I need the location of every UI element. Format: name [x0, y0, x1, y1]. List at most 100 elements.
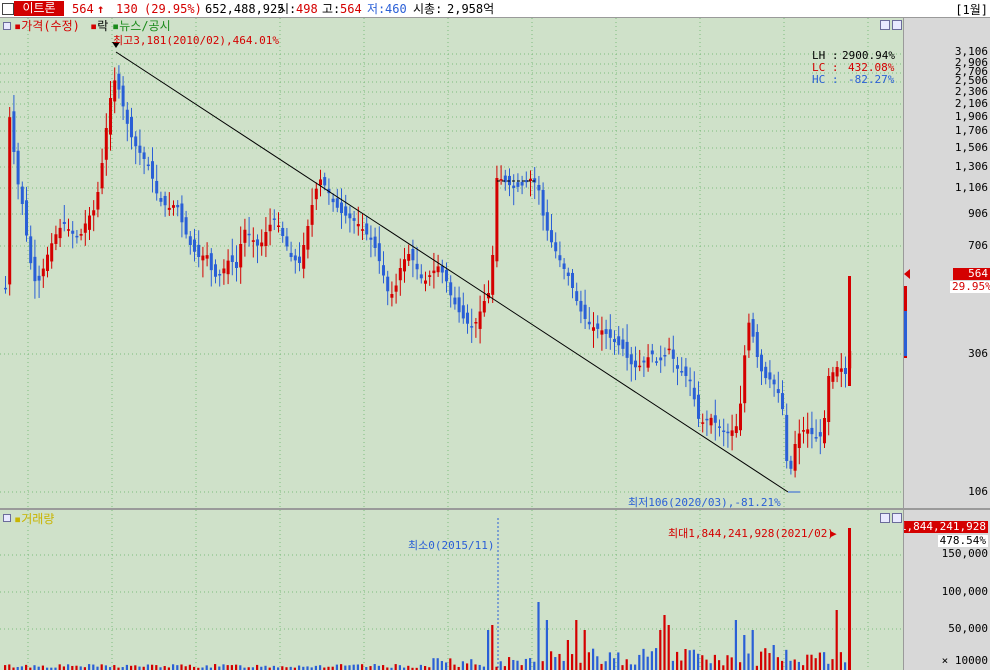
- candle-body: [256, 239, 259, 246]
- close-pane-icon[interactable]: [892, 20, 902, 30]
- candle-body: [197, 244, 201, 257]
- candle-body: [747, 322, 751, 351]
- candle-body: [848, 276, 851, 386]
- legend-rights[interactable]: ▪락: [90, 19, 109, 33]
- volume-bar: [319, 665, 322, 670]
- candle-body: [8, 117, 12, 285]
- candle-body: [625, 341, 629, 358]
- volume-bar: [638, 654, 641, 670]
- open-label: 시:: [278, 2, 297, 16]
- candle-body: [671, 349, 675, 359]
- mktcap-label: 시총:: [413, 2, 443, 16]
- candle-body: [424, 280, 427, 284]
- volume-bar: [688, 650, 691, 670]
- candle-body: [117, 73, 121, 90]
- volume-bar: [734, 620, 737, 670]
- volume-bar: [125, 664, 128, 670]
- candle-body: [600, 330, 604, 335]
- volume-bar: [680, 660, 683, 670]
- volume-bar: [46, 667, 49, 670]
- minimize-pane-icon[interactable]: [880, 513, 890, 523]
- price-axis[interactable]: 3,106 2,906 2,706 2,506 2,306 2,106 1,90…: [903, 18, 990, 508]
- volume-bar: [776, 657, 779, 670]
- minimize-pane-icon[interactable]: [880, 20, 890, 30]
- pane-divider[interactable]: [0, 508, 990, 510]
- volume-bar: [264, 665, 267, 670]
- candle-body: [268, 224, 272, 232]
- candle-body: [302, 245, 306, 269]
- volume-bar: [201, 667, 204, 670]
- candle-body: [264, 232, 268, 247]
- volume-bar: [277, 667, 280, 670]
- volume-bar: [377, 665, 380, 670]
- volume-bar: [83, 667, 86, 670]
- candle-body: [604, 329, 608, 334]
- candle-body: [386, 276, 390, 292]
- pane-menu-icon[interactable]: [3, 514, 11, 522]
- candle-body: [499, 179, 503, 181]
- high-label: 고:: [322, 2, 341, 16]
- candle-body: [495, 178, 499, 262]
- volume-bar: [730, 657, 733, 670]
- candle-body: [827, 376, 831, 423]
- current-price-tag: 564: [953, 268, 990, 280]
- volume-bar: [470, 659, 473, 670]
- volume-bar: [218, 666, 221, 670]
- candle-body: [222, 268, 226, 274]
- volume-bar: [79, 666, 82, 670]
- candle-body: [113, 80, 117, 102]
- pane-menu-icon[interactable]: [3, 22, 11, 30]
- volume-bar: [499, 661, 502, 670]
- close-pane-icon[interactable]: [892, 513, 902, 523]
- volume-chart-pane[interactable]: ▪거래량 최소0(2015/11) 최대1,844,241,928(2021/0…: [0, 510, 903, 670]
- candle-body: [411, 248, 415, 261]
- candle-body: [781, 393, 784, 410]
- candle-body: [394, 285, 398, 292]
- candle-body: [146, 164, 150, 167]
- price-chart-pane[interactable]: ▪가격(수정) ▪락 ▪뉴스/공시 최고3,181(2010/02),464.0…: [0, 18, 903, 508]
- volume-bar: [176, 665, 179, 670]
- candle-body: [272, 218, 276, 220]
- candle-body: [659, 357, 663, 361]
- volume-bar: [747, 653, 750, 670]
- volume-bar: [142, 666, 145, 670]
- volume-axis[interactable]: 1,844,241,928 478.54% 150,000 100,000 50…: [903, 510, 990, 670]
- select-checkbox[interactable]: [2, 3, 14, 15]
- price-change: 130: [116, 2, 138, 16]
- candle-body: [214, 264, 217, 277]
- volume-bar: [302, 666, 305, 670]
- volume-bar: [340, 664, 343, 670]
- candle-body: [440, 265, 444, 273]
- volume-bar: [701, 655, 704, 670]
- candle-body: [37, 275, 41, 281]
- volume-bar: [188, 664, 191, 670]
- candle-body: [844, 367, 847, 374]
- candle-body: [436, 266, 440, 273]
- volume-bar: [226, 665, 229, 670]
- candle-body: [730, 430, 734, 436]
- legend-news[interactable]: ▪뉴스/공시: [112, 19, 171, 33]
- volume-bar: [134, 665, 137, 670]
- price-chart: [0, 18, 903, 508]
- volume-bar: [398, 665, 401, 670]
- candle-body: [529, 178, 532, 181]
- legend-price[interactable]: ▪가격(수정): [14, 19, 80, 33]
- candle-body: [209, 253, 213, 271]
- candle-body: [474, 322, 478, 324]
- volume-bar: [676, 651, 679, 670]
- stock-name[interactable]: 이트론: [14, 1, 64, 16]
- volume-bar: [445, 662, 448, 670]
- volume-bar: [554, 657, 557, 670]
- volume-bar: [419, 664, 422, 670]
- volume-bar: [29, 667, 32, 670]
- legend-rights-label: 락: [97, 19, 109, 33]
- legend-volume[interactable]: ▪거래량: [14, 512, 55, 526]
- candle-body: [554, 242, 558, 252]
- volume-bar: [193, 666, 196, 670]
- volume-bar: [642, 648, 645, 670]
- volume-bar: [831, 659, 834, 670]
- period-selector[interactable]: [1월]: [955, 3, 988, 17]
- volume-bar: [600, 663, 603, 670]
- volume-bar: [113, 665, 116, 670]
- volume-bar: [117, 667, 120, 670]
